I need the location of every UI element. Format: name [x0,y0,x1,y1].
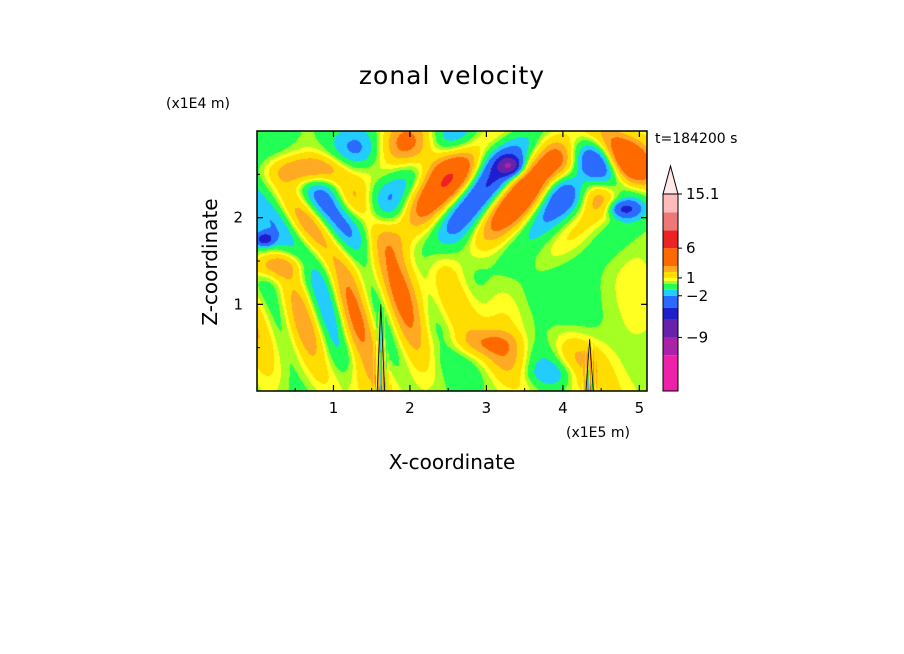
colorbar-tick-label: 6 [686,239,696,257]
colorbar-level [663,280,678,284]
colorbar-level [663,271,678,278]
colorbar-level [663,283,678,290]
y-axis: 12 [233,173,647,349]
colorbar-tick-label: 1 [686,269,696,287]
colorbar-level [663,212,678,231]
colorbar-level [663,319,678,338]
colorbar-level [663,266,678,272]
y-tick-label: 1 [233,295,243,313]
x-tick-label: 3 [482,399,492,417]
velocity-field-heatmap [257,131,647,391]
colorbar-level [663,295,678,308]
mountain-features [376,304,594,391]
y-tick-label: 2 [233,209,243,227]
colorbar-level [663,355,678,391]
colorbar-frame [662,193,679,392]
x-tick-label: 5 [635,399,645,417]
colorbar-level [663,230,678,249]
colorbar-level [663,289,678,296]
mountain-outline [585,338,594,391]
colorbar-level [663,248,678,267]
y-axis-title: Z-coordinate [198,198,222,325]
y-unit-label: (x1E4 m) [166,96,230,112]
x-tick-label: 1 [329,399,339,417]
x-axis: 1 2 3 4 5 [294,131,645,417]
x-axis-title: X-coordinate [389,450,516,474]
mountain-outline [376,304,385,391]
colorbar-tick-label: 15.1 [686,185,719,203]
x-tick-label: 4 [558,399,568,417]
x-unit-label: (x1E5 m) [566,425,630,441]
colorbar: 15.1 6 1−2 −9 [662,164,719,392]
colorbar-tick-label: −2 [686,287,708,305]
chart-title: zonal velocity [359,61,545,90]
colorbar-level [663,277,678,281]
colorbar-extend-arrow [662,164,679,195]
colorbar-level [663,194,678,213]
colorbar-level [663,337,678,356]
colorbar-level [663,307,678,320]
x-tick-label: 2 [405,399,415,417]
time-label: t=184200 s [655,131,737,147]
colorbar-tick-label: −9 [686,328,708,346]
